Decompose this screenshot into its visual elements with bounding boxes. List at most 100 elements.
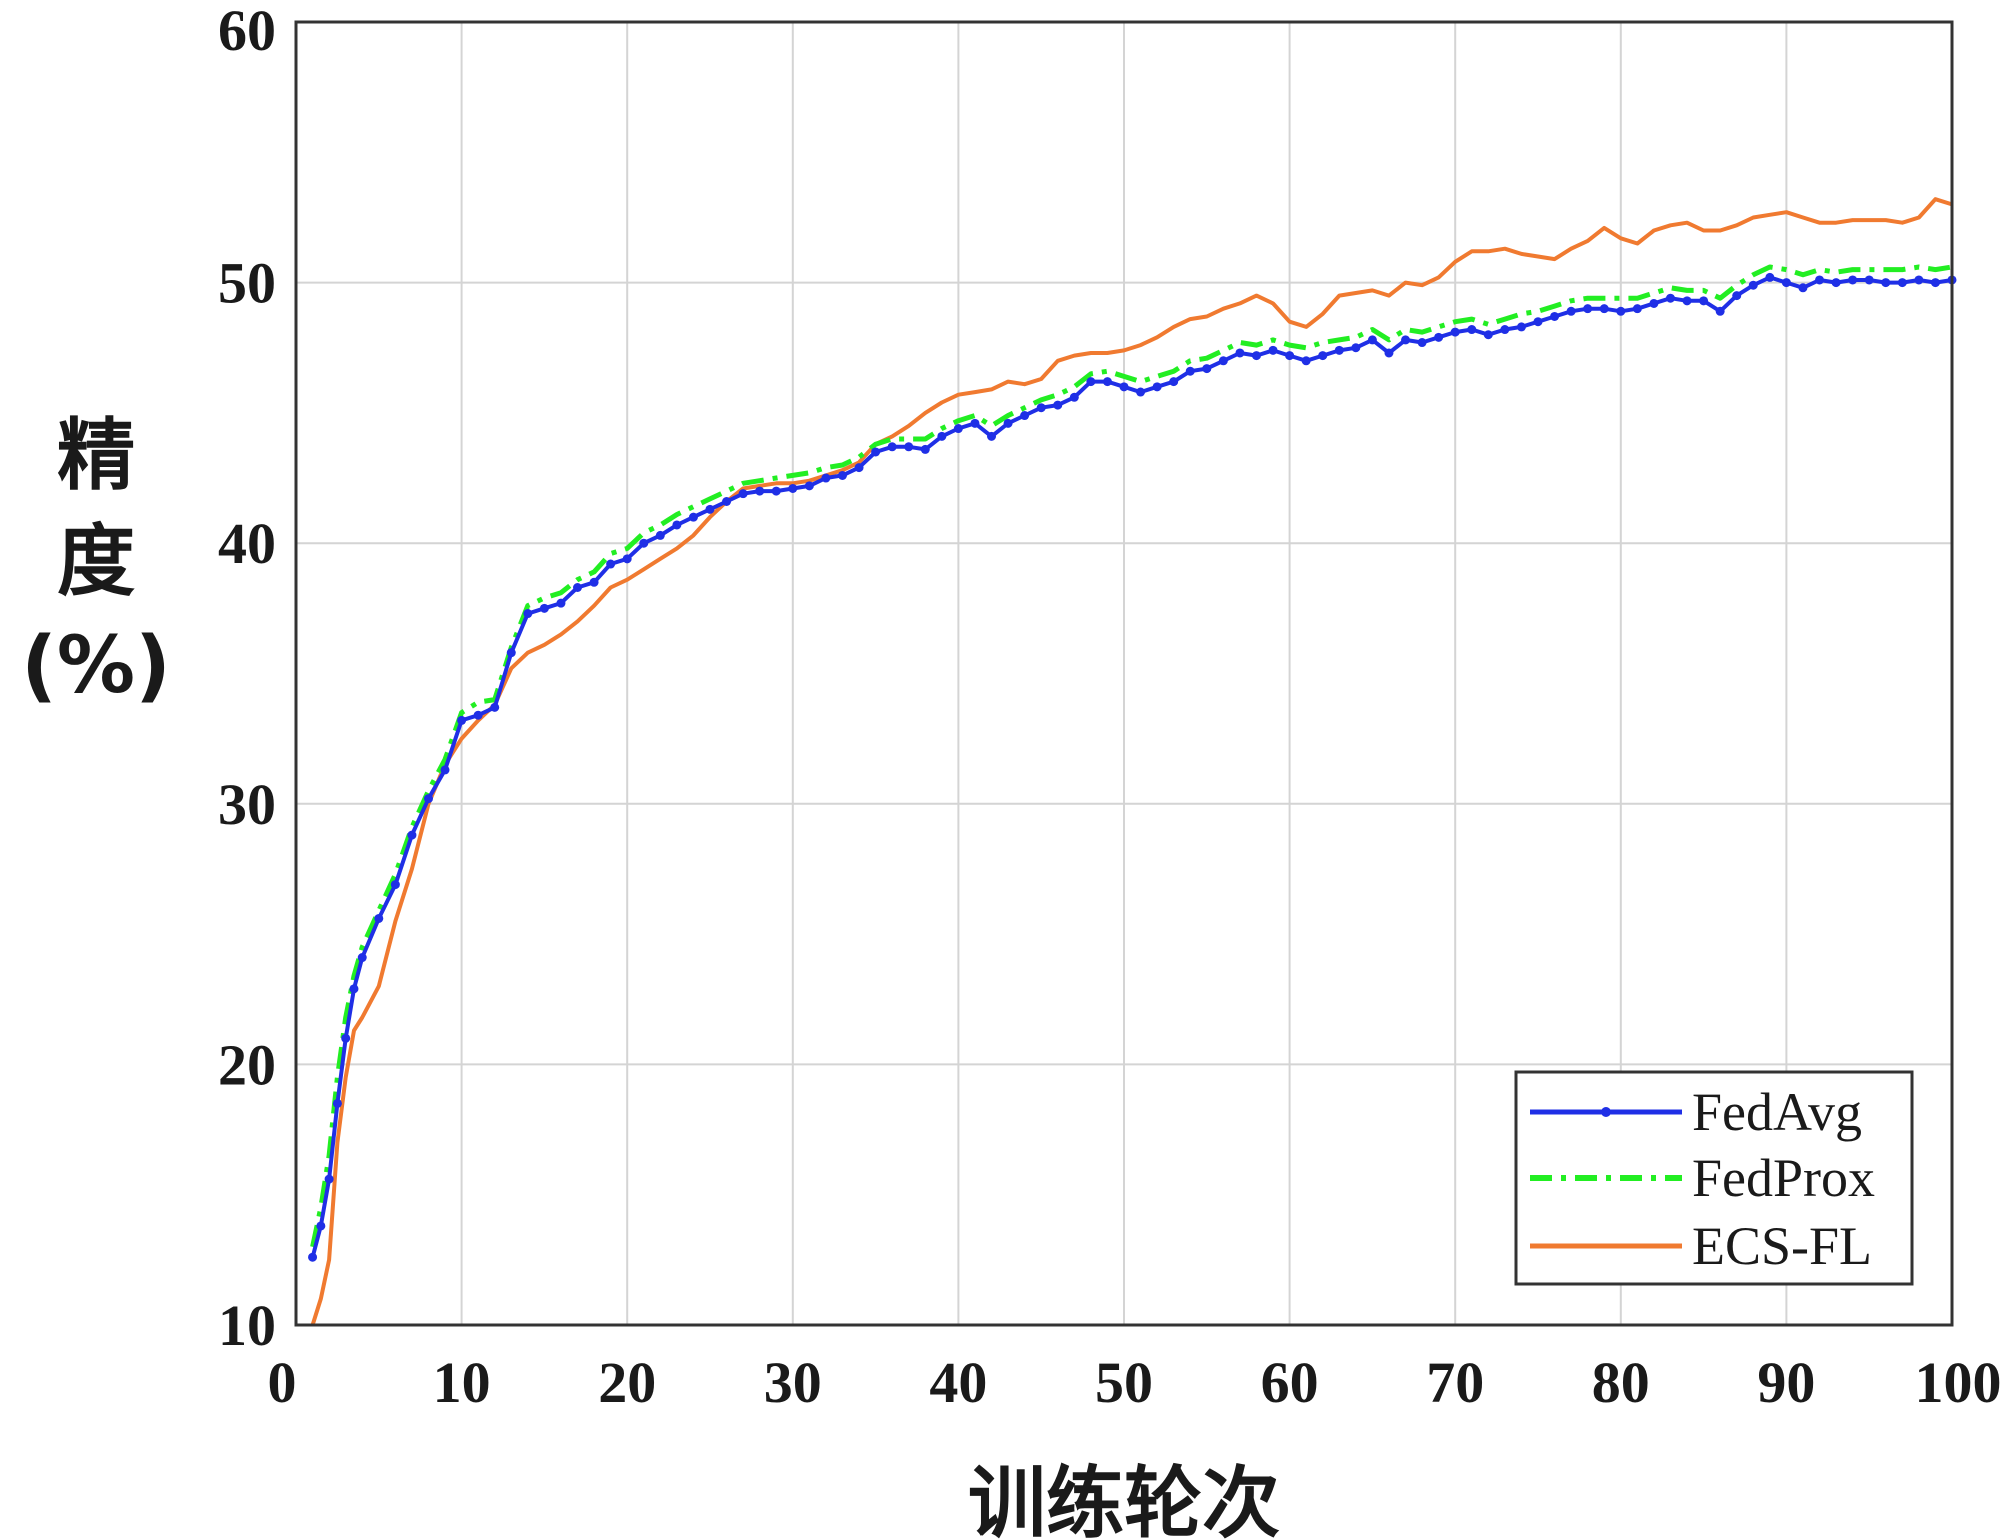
data-point-fedavg bbox=[1533, 317, 1543, 327]
data-point-fedavg bbox=[490, 702, 500, 712]
data-point-fedavg bbox=[1798, 283, 1808, 293]
data-point-fedavg bbox=[639, 538, 649, 548]
data-point-fedavg bbox=[1301, 356, 1311, 366]
data-point-fedavg bbox=[1665, 293, 1675, 303]
data-point-fedavg bbox=[573, 583, 583, 593]
data-point-fedavg bbox=[788, 483, 798, 493]
data-point-fedavg bbox=[1020, 411, 1030, 421]
data-point-fedavg bbox=[1086, 377, 1096, 387]
data-point-fedavg bbox=[1500, 325, 1510, 335]
data-point-fedavg bbox=[1781, 278, 1791, 288]
data-point-fedavg bbox=[1583, 304, 1593, 314]
data-point-fedavg bbox=[457, 715, 467, 725]
data-point-fedavg bbox=[1367, 335, 1377, 345]
data-point-fedavg bbox=[1268, 345, 1278, 355]
data-point-fedavg bbox=[1550, 311, 1560, 321]
data-point-fedavg bbox=[1649, 298, 1659, 308]
data-point-fedavg bbox=[1930, 278, 1940, 288]
x-tick-label: 0 bbox=[268, 1350, 297, 1415]
data-point-fedavg bbox=[1897, 278, 1907, 288]
data-point-fedavg bbox=[688, 512, 698, 522]
data-point-fedavg bbox=[771, 486, 781, 496]
data-point-fedavg bbox=[606, 559, 616, 569]
data-point-fedavg bbox=[1384, 348, 1394, 358]
data-point-fedavg bbox=[887, 442, 897, 452]
data-point-fedavg bbox=[854, 463, 864, 473]
data-point-fedavg bbox=[1864, 275, 1874, 285]
data-point-fedavg bbox=[755, 486, 765, 496]
x-tick-label: 100 bbox=[1915, 1350, 2000, 1415]
x-tick-label: 30 bbox=[764, 1350, 822, 1415]
data-point-fedavg bbox=[1417, 338, 1427, 348]
data-point-fedavg bbox=[506, 648, 516, 658]
data-point-fedavg bbox=[970, 418, 980, 428]
data-point-fedavg bbox=[804, 481, 814, 491]
data-point-fedavg bbox=[1053, 400, 1063, 410]
data-point-fedavg bbox=[357, 953, 367, 963]
data-point-fedavg bbox=[1334, 345, 1344, 355]
data-point-fedavg bbox=[655, 530, 665, 540]
data-point-fedavg bbox=[953, 424, 963, 434]
x-tick-label: 20 bbox=[598, 1350, 656, 1415]
data-point-fedavg bbox=[871, 447, 881, 457]
data-point-fedavg bbox=[738, 489, 748, 499]
y-tick-label: 10 bbox=[218, 1293, 276, 1358]
data-point-fedavg bbox=[1732, 291, 1742, 301]
data-point-fedavg bbox=[1119, 382, 1129, 392]
legend-label-fedavg: FedAvg bbox=[1692, 1082, 1862, 1142]
legend-label-fedprox: FedProx bbox=[1692, 1148, 1875, 1208]
x-tick-label: 50 bbox=[1095, 1350, 1153, 1415]
y-tick-label: 50 bbox=[218, 251, 276, 316]
data-point-fedavg bbox=[920, 444, 930, 454]
data-point-fedavg bbox=[1881, 278, 1891, 288]
data-point-fedavg bbox=[523, 609, 533, 619]
data-point-fedavg bbox=[1682, 296, 1692, 306]
data-point-fedavg bbox=[1102, 377, 1112, 387]
data-point-fedavg bbox=[1632, 304, 1642, 314]
data-point-fedavg bbox=[308, 1252, 318, 1262]
data-point-fedavg bbox=[1467, 325, 1477, 335]
y-axis-title-line: (%) bbox=[21, 621, 170, 711]
y-axis-title-line: 精 bbox=[57, 411, 135, 501]
data-point-fedavg bbox=[332, 1098, 342, 1108]
data-point-fedavg bbox=[349, 984, 359, 994]
x-tick-label: 40 bbox=[929, 1350, 987, 1415]
data-point-fedavg bbox=[374, 913, 384, 923]
data-point-fedavg bbox=[1251, 351, 1261, 361]
data-point-fedavg bbox=[672, 520, 682, 530]
data-point-fedavg bbox=[1815, 275, 1825, 285]
y-tick-label: 60 bbox=[218, 0, 276, 63]
y-tick-label: 20 bbox=[218, 1032, 276, 1097]
data-point-fedavg bbox=[1136, 387, 1146, 397]
data-point-fedavg bbox=[1152, 382, 1162, 392]
data-point-fedavg bbox=[1235, 348, 1245, 358]
data-point-fedavg bbox=[556, 598, 566, 608]
data-point-fedavg bbox=[1036, 403, 1046, 413]
data-point-fedavg bbox=[1765, 272, 1775, 282]
data-point-fedavg bbox=[1169, 377, 1179, 387]
data-point-fedavg bbox=[1699, 296, 1709, 306]
plot-frame bbox=[294, 20, 1954, 1327]
x-tick-label: 70 bbox=[1426, 1350, 1484, 1415]
data-point-fedavg bbox=[1566, 306, 1576, 316]
data-point-fedavg bbox=[1401, 335, 1411, 345]
data-point-fedavg bbox=[1318, 351, 1328, 361]
data-point-fedavg bbox=[987, 431, 997, 441]
data-point-fedavg bbox=[1599, 304, 1609, 314]
x-tick-label: 80 bbox=[1592, 1350, 1650, 1415]
data-point-fedavg bbox=[1831, 278, 1841, 288]
data-point-fedavg bbox=[1185, 366, 1195, 376]
legend-label-ecs-fl: ECS-FL bbox=[1692, 1216, 1872, 1276]
data-point-fedavg bbox=[1516, 322, 1526, 332]
x-tick-label: 10 bbox=[433, 1350, 491, 1415]
x-tick-label: 60 bbox=[1261, 1350, 1319, 1415]
data-point-fedavg bbox=[1914, 275, 1924, 285]
data-point-fedavg bbox=[622, 554, 632, 564]
data-point-fedavg bbox=[1069, 392, 1079, 402]
data-point-fedavg bbox=[390, 880, 400, 890]
data-point-fedavg bbox=[539, 603, 549, 613]
data-point-fedavg bbox=[324, 1174, 334, 1184]
data-point-fedavg bbox=[1202, 364, 1212, 374]
data-point-fedavg bbox=[722, 497, 732, 507]
